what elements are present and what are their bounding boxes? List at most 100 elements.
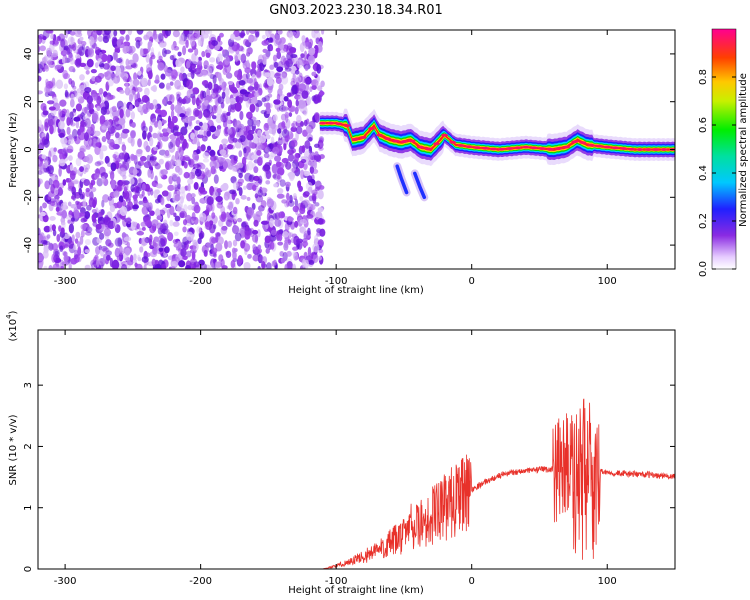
noise-blob: [192, 137, 199, 145]
x-tick-label: 0: [469, 576, 475, 587]
noise-blob: [180, 66, 185, 74]
noise-blob: [116, 201, 123, 209]
noise-blob: [230, 33, 236, 41]
noise-blob: [245, 30, 250, 35]
noise-blob: [199, 263, 207, 269]
colorbar-label: Normalized spectral amplitude: [738, 73, 749, 227]
noise-blob: [52, 263, 60, 269]
noise-blob: [48, 118, 54, 127]
noise-blob: [284, 264, 288, 269]
noise-blob: [276, 140, 284, 145]
noise-blob: [54, 250, 59, 256]
ridge-peak: [400, 140, 408, 144]
noise-blob: [187, 178, 194, 185]
noise-blob: [286, 260, 293, 269]
noise-blob: [298, 185, 303, 192]
noise-blob: [252, 137, 260, 144]
noise-blob: [158, 55, 163, 61]
noise-blob: [157, 140, 163, 150]
noise-blob: [173, 231, 179, 237]
noise-blob: [138, 227, 142, 232]
noise-blob: [262, 165, 270, 172]
ridge-peak: [465, 145, 473, 149]
noise-blob: [38, 178, 41, 188]
noise-blob: [95, 223, 102, 230]
noise-blob: [246, 196, 251, 201]
noise-blob: [257, 266, 261, 269]
noise-blob: [160, 73, 166, 80]
noise-blob: [84, 118, 91, 128]
noise-blob: [96, 30, 103, 36]
noise-blob: [130, 184, 135, 192]
noise-blob: [278, 233, 283, 242]
noise-blob: [61, 108, 67, 115]
noise-blob: [300, 158, 307, 164]
noise-blob: [255, 31, 260, 38]
noise-blob: [123, 236, 132, 242]
noise-blob: [73, 116, 81, 122]
snr-line: [38, 398, 675, 569]
ridge-peak: [343, 124, 351, 127]
noise-blob: [179, 113, 186, 118]
noise-blob: [216, 105, 222, 115]
noise-blob: [227, 240, 233, 249]
noise-blob: [320, 80, 325, 88]
noise-blob: [294, 69, 300, 75]
ridge-peak: [367, 127, 375, 130]
noise-blob: [232, 206, 238, 215]
noise-blob: [95, 114, 99, 123]
noise-blob: [141, 183, 146, 191]
noise-blob: [38, 158, 41, 165]
noise-blob: [219, 78, 225, 88]
noise-blob: [285, 161, 292, 170]
noise-blob: [136, 30, 144, 35]
noise-blob: [307, 246, 312, 257]
noise-blob: [220, 225, 228, 235]
noise-blob: [48, 265, 53, 269]
noise-blob: [80, 223, 88, 231]
noise-blob: [127, 136, 134, 144]
snr-marks: [38, 398, 675, 569]
noise-blob: [305, 181, 313, 191]
y-tick-label: 1: [23, 505, 34, 511]
noise-blob: [62, 50, 68, 55]
noise-blob: [185, 265, 191, 269]
noise-blob: [247, 47, 253, 55]
noise-blob: [197, 64, 203, 72]
noise-blob: [38, 264, 42, 269]
noise-blob: [196, 133, 204, 139]
noise-blob: [309, 161, 315, 168]
noise-blob: [248, 93, 254, 99]
noise-blob: [270, 229, 277, 236]
noise-blob: [152, 99, 158, 106]
noise-blob: [231, 88, 239, 94]
noise-blob: [58, 186, 63, 195]
noise-blob: [149, 210, 155, 216]
noise-blob: [228, 97, 236, 105]
noise-blob: [265, 170, 272, 180]
noise-blob: [98, 245, 102, 251]
noise-blob: [176, 93, 181, 102]
ridge-peak: [392, 139, 400, 143]
noise-blob: [68, 134, 73, 141]
noise-blob: [102, 247, 110, 253]
noise-blob: [63, 243, 69, 249]
noise-blob: [40, 239, 48, 245]
noise-blob: [88, 102, 94, 111]
noise-blob: [281, 157, 289, 164]
noise-blob: [170, 109, 175, 119]
noise-blob: [284, 114, 289, 123]
noise-blob: [69, 31, 76, 36]
noise-blob: [161, 128, 168, 133]
noise-blob: [197, 164, 202, 171]
noise-blob: [240, 194, 247, 200]
noise-blob: [43, 265, 48, 269]
noise-blob: [79, 145, 87, 153]
noise-blob: [298, 100, 307, 109]
noise-blob: [75, 58, 82, 68]
noise-blob: [91, 129, 96, 135]
noise-blob: [84, 87, 92, 94]
ridge-peak: [481, 146, 489, 150]
noise-blob: [55, 206, 60, 212]
